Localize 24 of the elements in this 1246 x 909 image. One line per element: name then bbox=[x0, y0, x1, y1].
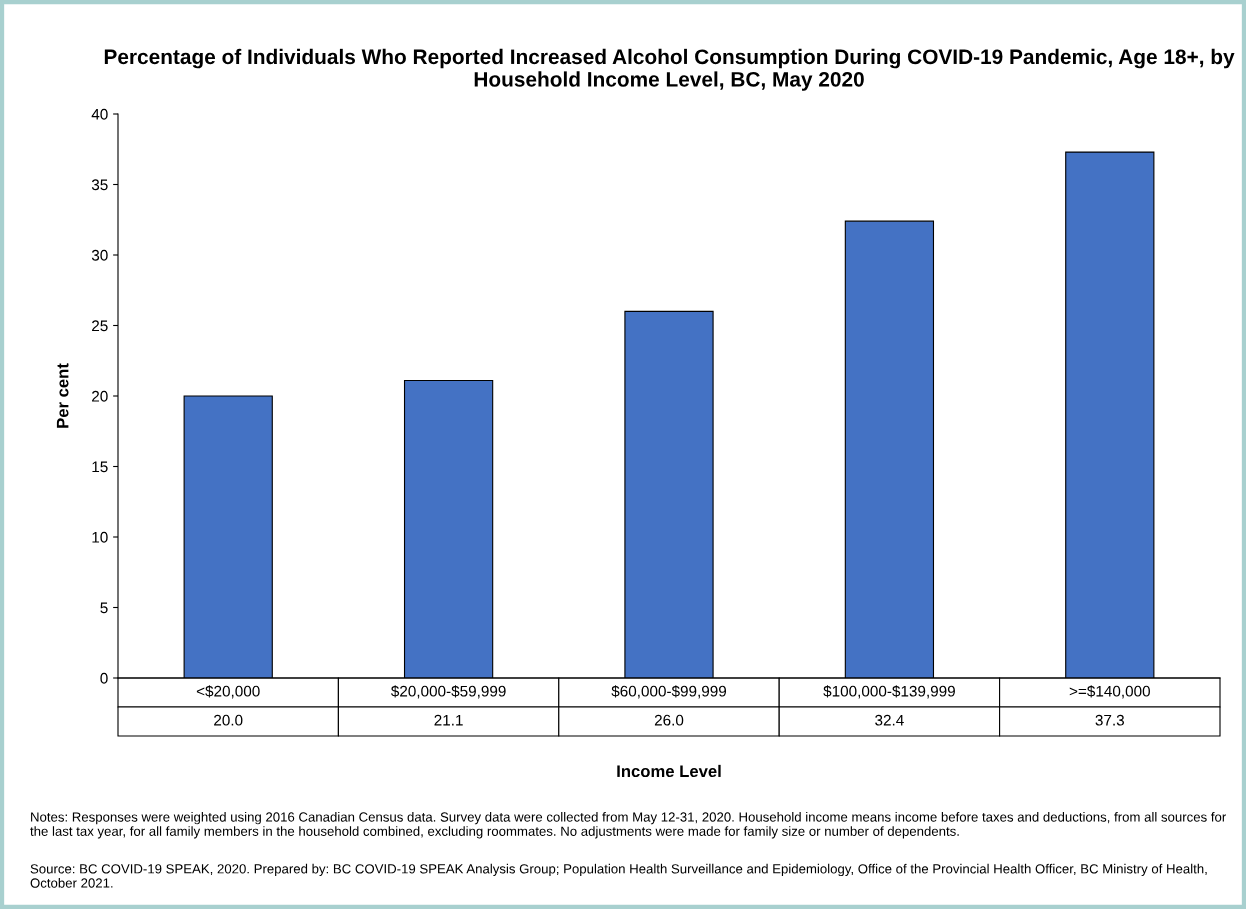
data-label: 20.0 bbox=[214, 714, 243, 726]
y-tick-label: 30 bbox=[91, 249, 108, 261]
y-tick-label: 35 bbox=[91, 179, 108, 191]
chart-title: Percentage of Individuals Who Reported Increased Alcohol Consumption During COVID-19 Pandemic, Age 18+, by Household Income Level, BC, May 2020 bbox=[104, 48, 1235, 91]
data-label: 37.3 bbox=[1095, 714, 1124, 726]
data-label: 21.1 bbox=[434, 714, 463, 726]
y-tick-label: 15 bbox=[92, 461, 108, 473]
y-tick-label: 20 bbox=[92, 390, 108, 402]
y-tick-label: 5 bbox=[100, 602, 108, 614]
text: Notes: Responses were weighted using 2016 Canadian Census data. Survey data were collected from May 12-31, 2020. Household income means income before taxes and deductions, from all sources for the last tax year, for all family members in the household combined, excluding roommates. No adjustments were made for family size or number of dependents. bbox=[30, 812, 1227, 839]
y-tick-label: 0 bbox=[100, 672, 108, 684]
x-tick-label: <$20,000 bbox=[196, 685, 260, 699]
y-axis-title: Per cent bbox=[56, 363, 69, 428]
y-tick-label: 10 bbox=[92, 531, 108, 543]
x-tick-label: $60,000-$99,999 bbox=[611, 685, 727, 699]
data-label: 32.4 bbox=[875, 714, 904, 726]
y-tick-label: 40 bbox=[91, 108, 108, 120]
x-axis-title: Income Level bbox=[617, 764, 721, 778]
x-tick-label: $20,000-$59,999 bbox=[391, 685, 506, 699]
data-label: 26.0 bbox=[654, 714, 684, 726]
x-tick-label: >=$140,000 bbox=[1069, 685, 1150, 699]
y-tick-label: 25 bbox=[92, 320, 108, 332]
x-tick-label: $100,000-$139,999 bbox=[823, 685, 955, 699]
source-note: Source: BC COVID-19 SPEAK, 2020. Prepared by: BC COVID-19 SPEAK Analysis Group; Population Health Surveillance and Epidemiology, Office of the Provincial Health Officer, BC Ministry of Health, October 2021. bbox=[30, 863, 1207, 888]
